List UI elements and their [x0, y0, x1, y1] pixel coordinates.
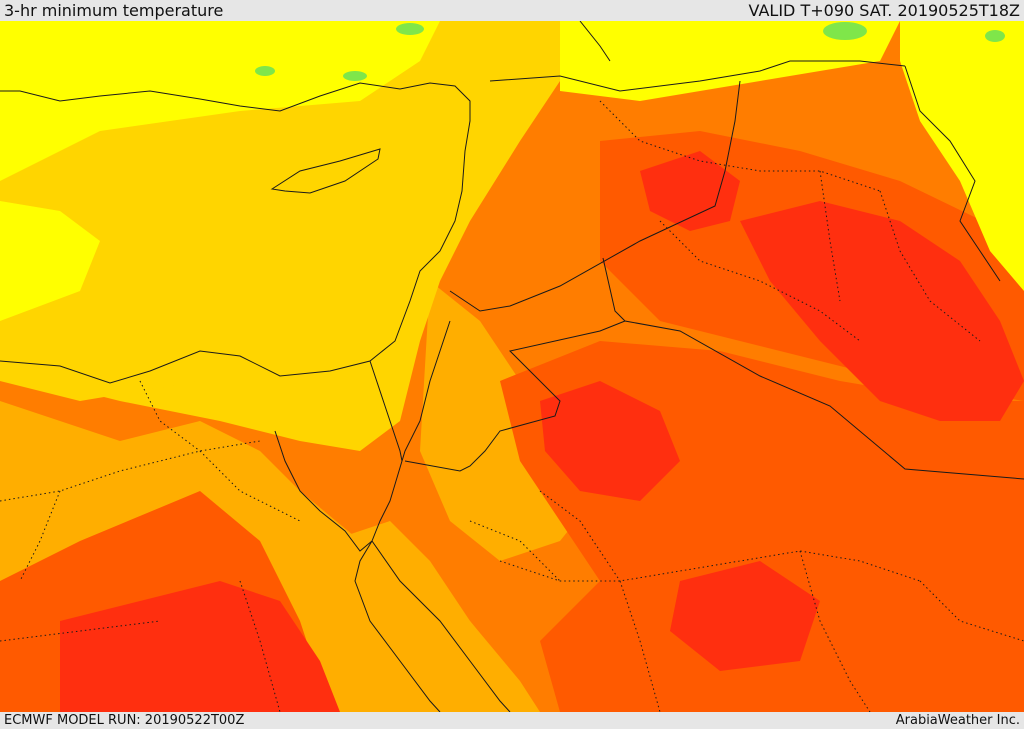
- field-red-syria: [640, 151, 740, 231]
- map-header: 3-hr minimum temperature VALID T+090 SAT…: [0, 0, 1024, 21]
- map-footer: ECMWF MODEL RUN: 20190522T00Z ArabiaWeat…: [0, 712, 1024, 729]
- coastlines: [0, 21, 611, 712]
- model-run: ECMWF MODEL RUN: 20190522T00Z: [4, 713, 245, 728]
- field-red-south: [670, 561, 820, 671]
- country-borders: [404, 60, 1024, 480]
- field-yellow-w: [0, 201, 100, 321]
- province-borders: [0, 100, 1024, 712]
- credit: ArabiaWeather Inc.: [895, 713, 1020, 728]
- map-title: 3-hr minimum temperature: [4, 1, 224, 20]
- field-red-center: [540, 381, 680, 501]
- valid-time: VALID T+090 SAT. 20190525T18Z: [748, 1, 1020, 20]
- field-yellow-nw: [0, 21, 440, 181]
- field-red-iraq: [740, 201, 1024, 421]
- field-yellow-ne: [900, 21, 1024, 291]
- field-green-2: [985, 30, 1005, 42]
- field-green-1: [823, 22, 867, 40]
- field-amber-redsea: [330, 521, 530, 712]
- field-gold-sea: [0, 81, 470, 401]
- temperature-map[interactable]: [0, 21, 1024, 712]
- field-red-sudan: [60, 581, 340, 712]
- field-yellow-turkey: [560, 21, 900, 101]
- field-green-4: [255, 66, 275, 76]
- field-green-5: [343, 71, 367, 81]
- field-green-3: [396, 23, 424, 35]
